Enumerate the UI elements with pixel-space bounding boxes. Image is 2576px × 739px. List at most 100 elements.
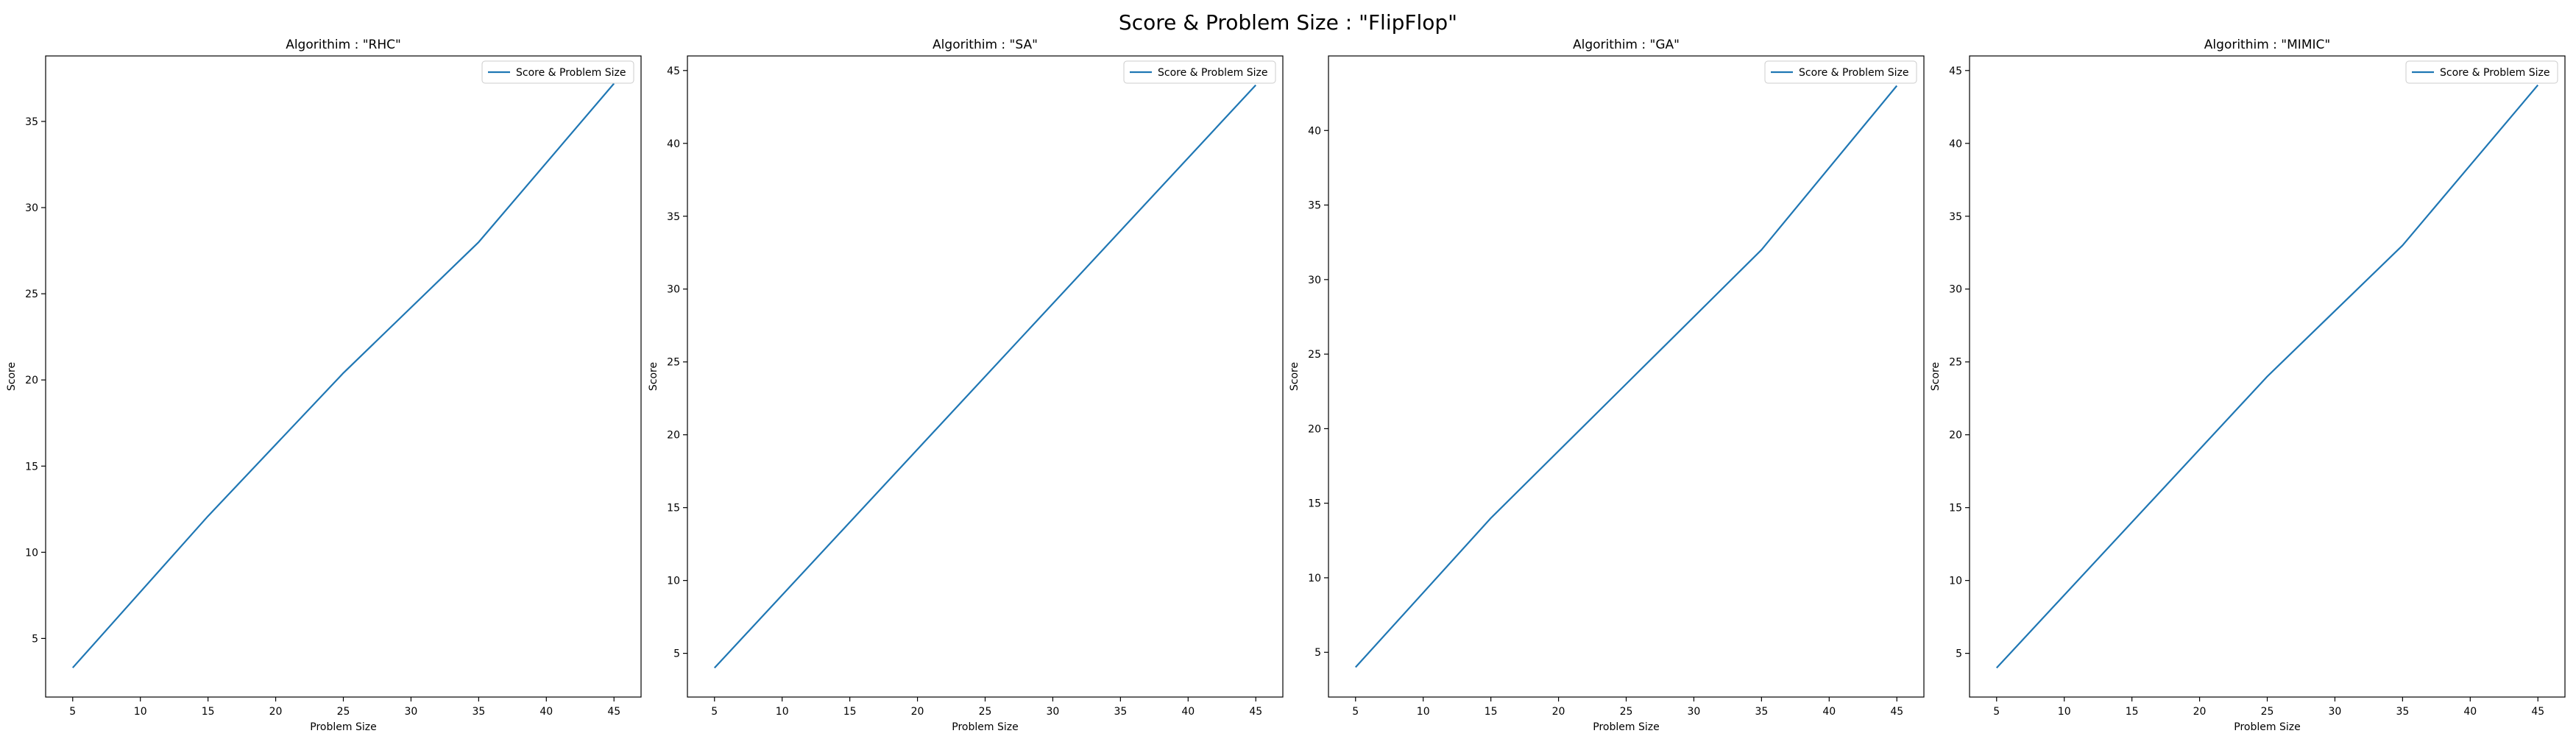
x-tick-label: 45 — [1249, 706, 1262, 718]
y-tick-label: 40 — [1949, 138, 1962, 150]
y-tick-label: 40 — [667, 138, 680, 150]
y-tick-label: 5 — [1956, 648, 1962, 660]
subplot-1: Algorithim : "RHC" 5 10 15 20 25 30 35 40 45 5 10 15… — [6, 38, 641, 733]
y-tick-label: 20 — [667, 430, 680, 442]
y-tick-label: 5 — [1314, 647, 1321, 659]
subplot-4: Algorithim : "MIMIC" 5 10 15 20 25 30 35 40 45 5 10… — [1930, 38, 2565, 733]
legend: Score & Problem Size — [2406, 61, 2558, 83]
axes-frame — [1328, 56, 1924, 697]
x-tick-label: 5 — [1993, 706, 2000, 718]
x-tick-label: 45 — [2531, 706, 2544, 718]
subplot-title: Algorithim : "SA" — [933, 38, 1038, 52]
x-tick-label: 35 — [1755, 706, 1768, 718]
series-line-1 — [73, 84, 614, 668]
y-axis-label: Score — [1930, 362, 1942, 391]
x-tick-label: 10 — [1417, 706, 1430, 718]
y-axis-label: Score — [648, 362, 659, 391]
axes-frame — [46, 56, 641, 697]
y-tick-label: 25 — [1308, 349, 1321, 361]
x-tick-label: 35 — [472, 706, 485, 718]
legend-label: Score & Problem Size — [2440, 67, 2550, 79]
y-tick-label: 45 — [667, 66, 680, 77]
x-tick-label: 40 — [2463, 706, 2477, 718]
x-axis-label: Problem Size — [1593, 721, 1659, 733]
x-tick-label: 20 — [911, 706, 924, 718]
legend: Score & Problem Size — [1765, 61, 1917, 83]
x-tick-label: 20 — [269, 706, 283, 718]
x-tick-label: 10 — [776, 706, 789, 718]
y-tick-label: 20 — [25, 375, 38, 386]
x-tick-label: 5 — [69, 706, 76, 718]
x-tick-label: 30 — [1047, 706, 1060, 718]
y-tick-label: 15 — [667, 503, 680, 515]
legend-label: Score & Problem Size — [1799, 67, 1908, 79]
y-tick-label: 30 — [1949, 284, 1962, 296]
series-line-1 — [1997, 85, 2538, 668]
legend-label: Score & Problem Size — [1158, 67, 1267, 79]
subplots: Algorithim : "RHC" 5 10 15 20 25 30 35 40 45 5 10 15… — [6, 38, 2565, 733]
y-tick-label: 10 — [1308, 573, 1321, 584]
subplot-2: Algorithim : "SA" 5 10 15 20 25 30 35 40 45 5 10 15 2… — [648, 38, 1283, 733]
y-tick-label: 25 — [1949, 357, 1962, 369]
subplot-3: Algorithim : "GA" 5 10 15 20 25 30 35 40 45 5 10 15 2… — [1289, 38, 1924, 733]
x-tick-label: 40 — [539, 706, 553, 718]
x-tick-label: 20 — [2193, 706, 2207, 718]
x-tick-label: 15 — [2126, 706, 2139, 718]
legend: Score & Problem Size — [482, 61, 634, 83]
y-tick-label: 15 — [25, 461, 38, 473]
subplot-title: Algorithim : "RHC" — [286, 38, 401, 52]
y-tick-label: 35 — [667, 211, 680, 223]
x-tick-label: 15 — [843, 706, 857, 718]
series-line-1 — [1356, 86, 1897, 668]
subplot-title: Algorithim : "MIMIC" — [2204, 38, 2330, 52]
x-tick-label: 25 — [1620, 706, 1633, 718]
y-tick-label: 25 — [25, 289, 38, 300]
y-tick-label: 10 — [1949, 576, 1962, 587]
y-tick-label: 20 — [1949, 430, 1962, 442]
x-tick-label: 15 — [1485, 706, 1498, 718]
y-tick-label: 40 — [1308, 125, 1321, 137]
subplot-title: Algorithim : "GA" — [1573, 38, 1680, 52]
x-tick-label: 10 — [2058, 706, 2071, 718]
x-axis-label: Problem Size — [2234, 721, 2300, 733]
x-tick-label: 45 — [607, 706, 620, 718]
x-tick-label: 35 — [1114, 706, 1127, 718]
x-axis-label: Problem Size — [310, 721, 376, 733]
x-tick-label: 35 — [2396, 706, 2409, 718]
x-tick-label: 20 — [1552, 706, 1565, 718]
x-tick-label: 45 — [1890, 706, 1903, 718]
x-tick-label: 5 — [711, 706, 718, 718]
y-tick-label: 10 — [667, 576, 680, 587]
legend-label: Score & Problem Size — [516, 67, 626, 79]
x-tick-label: 30 — [405, 706, 418, 718]
y-tick-label: 45 — [1949, 66, 1962, 77]
y-tick-label: 15 — [1308, 498, 1321, 510]
x-tick-label: 40 — [1822, 706, 1836, 718]
y-tick-label: 30 — [1308, 275, 1321, 286]
x-tick-label: 15 — [202, 706, 215, 718]
x-tick-label: 30 — [1688, 706, 1701, 718]
y-tick-label: 5 — [32, 633, 38, 645]
y-tick-label: 10 — [25, 547, 38, 559]
y-tick-label: 30 — [25, 202, 38, 214]
x-tick-label: 40 — [1181, 706, 1195, 718]
y-tick-label: 25 — [667, 357, 680, 369]
figure-suptitle: Score & Problem Size : "FlipFlop" — [1119, 10, 1457, 35]
y-tick-label: 15 — [1949, 503, 1962, 515]
y-tick-label: 35 — [1308, 200, 1321, 212]
y-axis-label: Score — [1289, 362, 1301, 391]
y-tick-label: 30 — [667, 284, 680, 296]
y-tick-label: 20 — [1308, 423, 1321, 435]
y-axis-label: Score — [6, 362, 18, 391]
y-tick-label: 5 — [673, 648, 680, 660]
series-line-1 — [715, 85, 1256, 668]
y-tick-label: 35 — [1949, 211, 1962, 223]
x-tick-label: 10 — [134, 706, 147, 718]
legend: Score & Problem Size — [1124, 61, 1275, 83]
x-tick-label: 25 — [2261, 706, 2274, 718]
x-tick-label: 5 — [1352, 706, 1359, 718]
x-tick-label: 25 — [337, 706, 350, 718]
x-tick-label: 30 — [2329, 706, 2342, 718]
